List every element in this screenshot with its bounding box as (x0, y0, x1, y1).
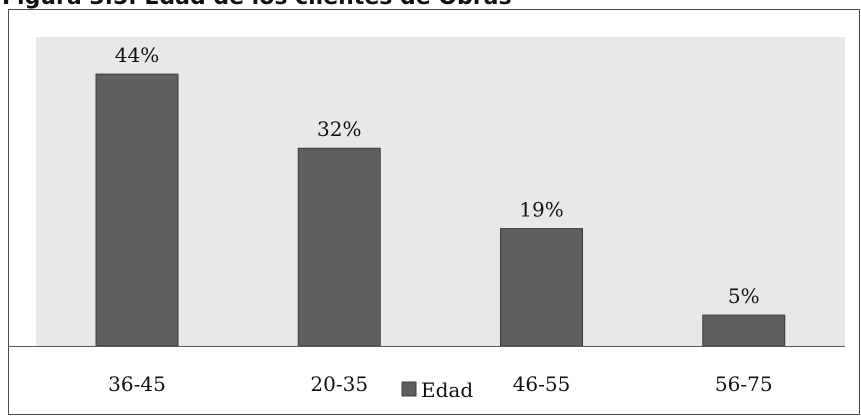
category-label-46-55: 46-55 (513, 372, 571, 396)
data-label-56-75: 5% (728, 284, 760, 308)
bar-46-55 (500, 228, 583, 347)
category-label-20-35: 20-35 (310, 372, 368, 396)
data-label-20-35: 32% (317, 117, 361, 141)
data-label-36-45: 44% (115, 43, 159, 67)
bar-36-45 (95, 73, 179, 347)
bar-20-35 (297, 147, 381, 347)
legend-label-edad: Edad (421, 378, 473, 402)
category-label-36-45: 36-45 (108, 372, 166, 396)
bar-56-75 (702, 314, 786, 347)
figure-caption: Figura 3.5. Edad de los clientes de Obra… (2, 0, 512, 10)
legend-swatch-edad (401, 381, 417, 397)
figure-caption-strip: Figura 3.5. Edad de los clientes de Obra… (0, 0, 861, 12)
data-label-46-55: 19% (519, 198, 563, 222)
category-label-56-75: 56-75 (715, 372, 773, 396)
